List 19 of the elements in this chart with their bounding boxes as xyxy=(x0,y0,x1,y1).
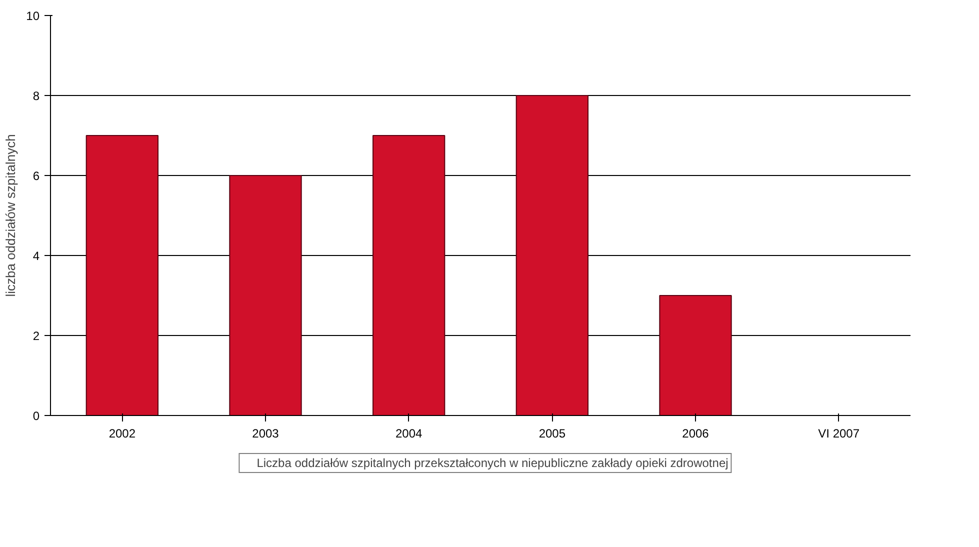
text: Liczba oddziałów szpitalnych przekształconych w niepubliczne zakłady opieki zdrowotnej xyxy=(256,456,728,470)
x-tick-label: 2004 xyxy=(395,426,423,440)
bar xyxy=(229,175,302,416)
bar xyxy=(372,135,446,416)
x-tick-label: 2005 xyxy=(538,426,566,440)
y-tick-label: 6 xyxy=(32,169,40,183)
y-tick-label: 10 xyxy=(26,9,40,23)
y-tick-label: 4 xyxy=(32,249,40,263)
x-tick-label: 2002 xyxy=(108,426,136,440)
y-tick-label: 0 xyxy=(32,409,40,423)
bar xyxy=(86,135,158,416)
x-tick-label: 2003 xyxy=(252,426,280,440)
y-tick-label: 2 xyxy=(32,329,40,343)
y-axis-title: liczba oddziałów szpitalnych xyxy=(3,134,18,297)
bar xyxy=(516,95,588,416)
bar xyxy=(659,295,732,416)
x-tick-label: 2006 xyxy=(682,426,710,440)
x-tick-label: VI 2007 xyxy=(818,426,860,440)
y-tick-label: 8 xyxy=(32,89,40,103)
